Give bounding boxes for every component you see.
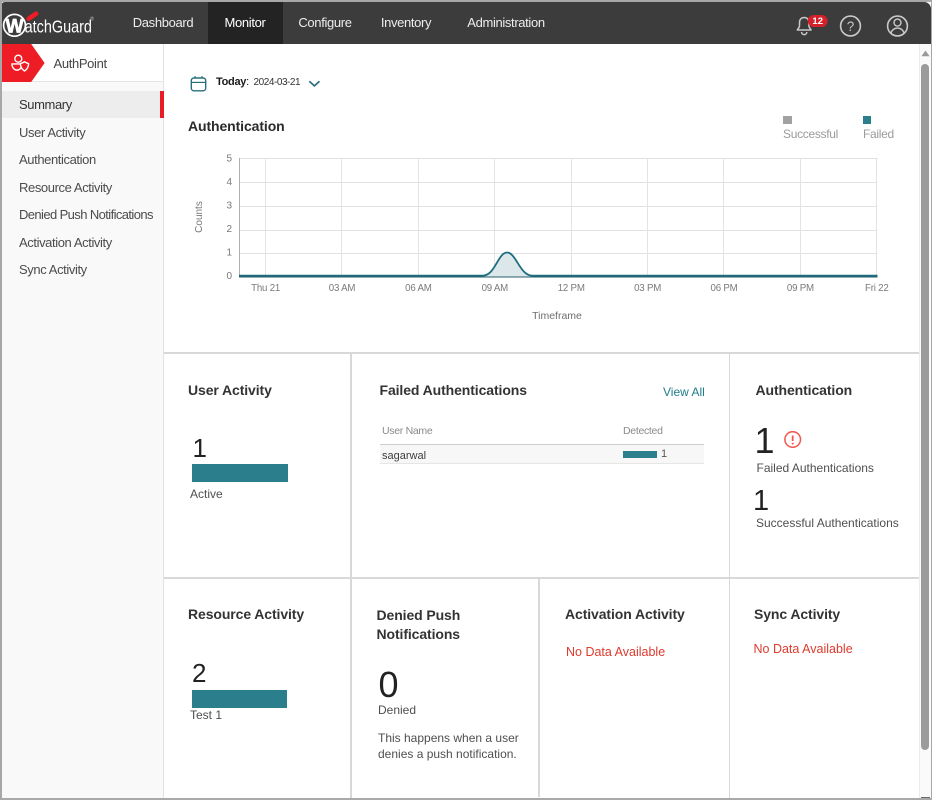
svg-text:12 PM: 12 PM bbox=[558, 283, 585, 294]
svg-text:5: 5 bbox=[226, 154, 232, 165]
svg-text:?: ? bbox=[847, 19, 855, 34]
svg-text:03 PM: 03 PM bbox=[634, 283, 661, 294]
svg-text:Counts: Counts bbox=[194, 201, 205, 233]
svg-text:1: 1 bbox=[226, 248, 232, 259]
svg-text:09 AM: 09 AM bbox=[482, 283, 509, 294]
svg-text:®: ® bbox=[90, 16, 94, 23]
svg-text:W: W bbox=[6, 17, 24, 38]
svg-text:12: 12 bbox=[812, 16, 823, 27]
svg-text:Timeframe: Timeframe bbox=[532, 310, 582, 322]
svg-text:09 PM: 09 PM bbox=[787, 283, 814, 294]
svg-text:0: 0 bbox=[226, 271, 232, 282]
svg-text:4: 4 bbox=[226, 177, 232, 188]
svg-text:2: 2 bbox=[226, 224, 232, 235]
svg-text:06 PM: 06 PM bbox=[711, 283, 738, 294]
svg-text:03 AM: 03 AM bbox=[329, 283, 356, 294]
svg-text:Thu 21: Thu 21 bbox=[251, 283, 280, 294]
svg-text:Fri 22: Fri 22 bbox=[865, 283, 889, 294]
svg-text:atchGuard: atchGuard bbox=[25, 17, 92, 37]
svg-text:06 AM: 06 AM bbox=[405, 283, 432, 294]
svg-text:3: 3 bbox=[226, 201, 232, 212]
